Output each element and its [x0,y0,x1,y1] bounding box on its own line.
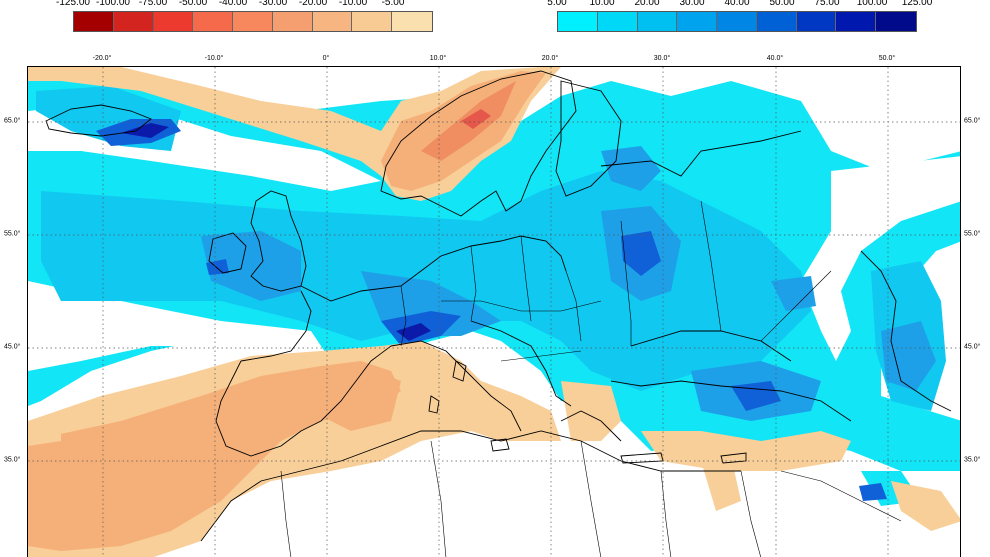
longitude-tick: 20.0° [541,55,559,62]
mid-blue-field [201,146,936,421]
latitude-tick-left: 65.0° [4,117,21,125]
legend-positive-colorbar [557,11,917,32]
legend-swatch [677,12,718,31]
latitude-tick-right: 35.0° [964,456,981,464]
legend-tick-label: 50.00 [769,0,795,8]
legend-swatch [597,12,638,31]
latitude-tick-left: 35.0° [4,456,21,464]
legend-tick-label: 20.00 [634,0,660,8]
longitude-tick: -20.0° [92,55,112,62]
legend-tick-label: 5.00 [547,0,567,8]
legend-tick-label: 75.00 [814,0,840,8]
legend-tick-label: -5.00 [381,0,405,8]
legend-swatch [756,12,797,31]
legend-tick-label: 40.00 [724,0,750,8]
legend-tick-label: -75.00 [138,0,168,8]
legend-tick-label: 30.00 [679,0,705,8]
longitude-tick: 40.0° [766,55,784,62]
legend-swatch [272,12,313,31]
legend-tick-label: -40.00 [218,0,248,8]
legend-tick-label: -10.00 [338,0,368,8]
legend-swatch [193,12,234,31]
legend-swatch [836,12,877,31]
coastlines [45,70,952,557]
legend-swatch [392,12,433,31]
anomaly-map [28,67,960,557]
map-panel [27,66,961,557]
legend-swatch [113,12,154,31]
latitude-tick-left: 55.0° [4,230,21,238]
legend-tick-label: -125.00 [56,0,90,8]
legend-tick-label: 100.00 [856,0,888,8]
deep-blue-maxima [96,119,887,501]
legend-swatch [352,12,393,31]
legend-swatch [637,12,678,31]
legend-swatch [153,12,194,31]
longitude-tick: 30.0° [653,55,671,62]
legend-swatch [717,12,757,31]
latitude-tick-right: 65.0° [964,117,981,125]
legend-tick-label: -50.00 [178,0,208,8]
longitude-tick: 10.0° [429,55,447,62]
latitude-tick-left: 45.0° [4,343,21,351]
legend-swatch [312,12,353,31]
legend-swatch [558,12,598,31]
legend-tick-label: -20.00 [298,0,328,8]
legend-swatch [796,12,837,31]
legend-tick-label: 125.00 [901,0,933,8]
longitude-tick: 0° [322,55,330,62]
graticule [28,67,960,557]
longitude-tick: -10.0° [204,55,224,62]
legend-negative: -125.00 -100.00 -75.00 -50.00 -40.00 -30.00 -2… [0,0,480,40]
legend-tick-label: -30.00 [258,0,288,8]
legend-tick-label: -100.00 [96,0,130,8]
latitude-tick-right: 45.0° [964,343,981,351]
legend-swatch [233,12,273,31]
legend-swatch [74,12,114,31]
longitude-tick: 50.0° [878,55,896,62]
negative-anomaly-scandinavia [28,67,561,201]
legend-swatch [876,12,917,31]
legend-negative-colorbar [73,11,433,32]
legend-tick-label: 10.00 [589,0,615,8]
latitude-tick-right: 55.0° [964,230,981,238]
